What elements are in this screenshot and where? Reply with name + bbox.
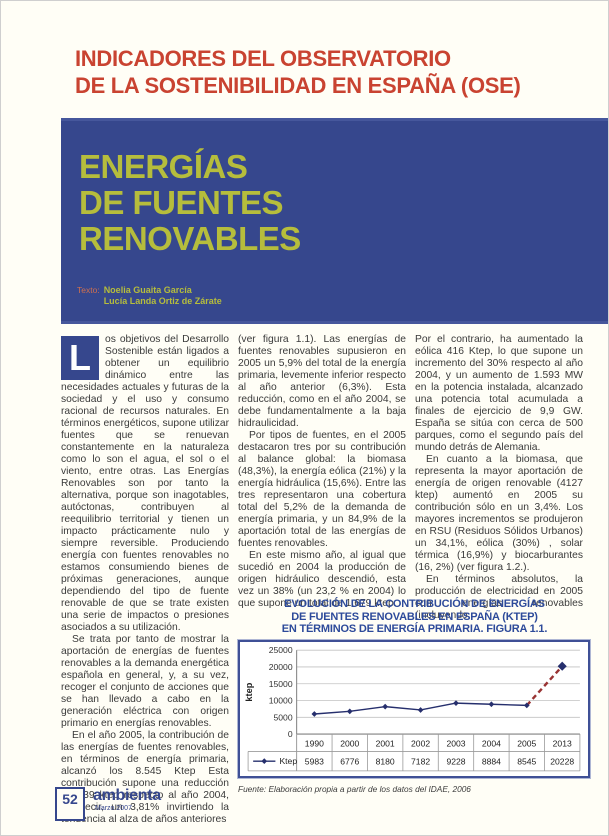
svg-text:15000: 15000 [269, 679, 293, 689]
svg-text:2005: 2005 [517, 738, 536, 748]
paragraph: Por el contrario, ha aumentado la eólica… [415, 334, 583, 453]
issue-date: Marzo 2007 [95, 805, 132, 812]
dropcap-letter: L [61, 336, 99, 380]
svg-text:0: 0 [288, 729, 293, 739]
svg-text:2003: 2003 [446, 738, 465, 748]
paragraph-text: os objetivos del Desarrollo Sostenible e… [61, 334, 229, 633]
paragraph: En este mismo año, al igual que sucedió … [238, 550, 406, 609]
text-column-3: Por el contrario, ha aumentado la eólica… [415, 334, 583, 826]
paragraph: En términos absolutos, la producción de … [415, 574, 583, 621]
author-name-1: Noelia Guaita García [103, 285, 192, 295]
svg-text:1990: 1990 [305, 738, 324, 748]
magazine-name: ambienta [93, 787, 161, 804]
page-number: 52 [55, 787, 85, 821]
svg-text:10000: 10000 [269, 696, 293, 706]
svg-text:8180: 8180 [376, 757, 395, 767]
figure-source: Fuente: Elaboración propia a partir de l… [238, 784, 471, 794]
article-title: ENERGÍAS DE FUENTES RENOVABLES [79, 149, 301, 257]
svg-text:8884: 8884 [482, 757, 501, 767]
svg-text:ktep: ktep [244, 682, 254, 701]
author-credits: Texto: Noelia Guaita García Lucía Landa … [77, 285, 222, 307]
svg-text:9228: 9228 [446, 757, 465, 767]
svg-text:2002: 2002 [411, 738, 430, 748]
svg-text:5000: 5000 [274, 712, 293, 722]
hero-banner: ENERGÍAS DE FUENTES RENOVABLES Texto: No… [61, 118, 608, 324]
paragraph: En el año 2005, la contribución de las e… [61, 730, 229, 825]
svg-text:25000: 25000 [269, 645, 293, 655]
svg-text:5983: 5983 [305, 757, 324, 767]
article-title-line1: ENERGÍAS [79, 148, 248, 185]
svg-text:8545: 8545 [517, 757, 536, 767]
svg-text:20228: 20228 [550, 757, 574, 767]
page-title: INDICADORES DEL OBSERVATORIO DE LA SOSTE… [75, 45, 521, 99]
article-title-line2: DE FUENTES [79, 184, 284, 221]
page-title-line1: INDICADORES DEL OBSERVATORIO [75, 46, 451, 71]
figure-caption: EVOLUCIÓN DE LA CONTRIBUCIÓN DE ENERGÍAS… [238, 598, 591, 636]
svg-text:2013: 2013 [553, 738, 572, 748]
text-column-2: (ver figura 1.1). Las energías de fuente… [238, 334, 406, 826]
svg-text:Ktep: Ktep [279, 756, 297, 766]
paragraph: Por tipos de fuentes, en el 2005 destaca… [238, 430, 406, 549]
article-title-line3: RENOVABLES [79, 220, 301, 257]
credits-label: Texto: [77, 285, 100, 295]
author-name-2: Lucía Landa Ortiz de Zárate [103, 296, 222, 306]
figure-caption-line2: DE FUENTES RENOVABLES EN ESPAÑA (KTEP) [291, 610, 538, 623]
svg-text:2000: 2000 [340, 738, 359, 748]
page-footer: 52 ambienta Marzo 2007 [55, 787, 161, 821]
figure-caption-line1: EVOLUCIÓN DE LA CONTRIBUCIÓN DE ENERGÍAS [284, 598, 545, 610]
paragraph: Se trata por tanto de mostrar la aportac… [61, 634, 229, 729]
page-title-line2: DE LA SOSTENIBILIDAD EN ESPAÑA (OSE) [75, 73, 521, 98]
figure-caption-line3: EN TÉRMINOS DE ENERGÍA PRIMARIA. FIGURA … [281, 623, 548, 635]
paragraph: (ver figura 1.1). Las energías de fuente… [238, 334, 406, 429]
svg-text:20000: 20000 [269, 662, 293, 672]
figure-chart: 0 5000 10000 15000 20000 25000 ktep Ktep 1990 598… [237, 639, 591, 779]
svg-text:2001: 2001 [376, 738, 395, 748]
svg-text:6776: 6776 [340, 757, 359, 767]
paragraph: En cuanto a la biomasa, que representa l… [415, 454, 583, 573]
svg-text:2004: 2004 [482, 738, 501, 748]
svg-text:7182: 7182 [411, 757, 430, 767]
line-chart-svg: 0 5000 10000 15000 20000 25000 ktep Ktep 1990 598… [244, 645, 581, 772]
